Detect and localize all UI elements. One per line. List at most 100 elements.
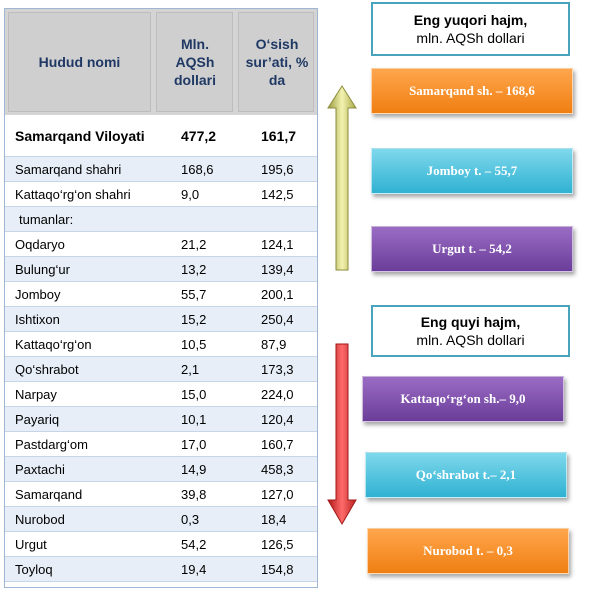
row-divider xyxy=(5,231,317,232)
region-name-cell: Jomboy xyxy=(15,287,61,302)
down-arrow xyxy=(327,343,357,525)
bottom-item-2: Qo‘shrabot t.– 2,1 xyxy=(365,452,567,498)
row-divider xyxy=(5,331,317,332)
row-divider xyxy=(5,506,317,507)
growth-cell: 124,1 xyxy=(261,237,294,252)
region-name-cell: Toyloq xyxy=(15,562,53,577)
volume-cell: 17,0 xyxy=(181,437,207,452)
region-name-cell: Pastdarg‘om xyxy=(15,437,88,452)
volume-cell: 2,1 xyxy=(181,362,200,377)
header-cell-bg xyxy=(238,12,314,112)
row-divider xyxy=(5,306,317,307)
table-row: Narpay 15,0 224,0 xyxy=(5,382,317,407)
growth-cell: 126,5 xyxy=(261,537,294,552)
region-name-cell: Kattaqo‘rg‘on shahri xyxy=(15,187,131,202)
table-row: Samarqand Viloyati 477,2 161,7 xyxy=(5,115,317,157)
growth-cell: 200,1 xyxy=(261,287,294,302)
growth-cell: 139,4 xyxy=(261,262,294,277)
growth-cell: 161,7 xyxy=(261,128,297,144)
row-divider xyxy=(5,481,317,482)
row-divider xyxy=(5,256,317,257)
bottom-subtitle: mln. AQSh dollari xyxy=(416,332,525,348)
table-row: Bulung‘ur 13,2 139,4 xyxy=(5,257,317,282)
region-name-cell: Bulung‘ur xyxy=(15,262,70,277)
region-name-cell: Payariq xyxy=(15,412,60,427)
growth-cell: 250,4 xyxy=(261,312,294,327)
row-divider xyxy=(5,581,317,582)
region-name-cell: Narpay xyxy=(15,387,57,402)
header-volume: Mln. AQSh dollari xyxy=(173,36,216,88)
volume-cell: 19,4 xyxy=(181,562,207,577)
growth-cell: 142,5 xyxy=(261,187,294,202)
volume-cell: 55,7 xyxy=(181,287,207,302)
table-row: Payariq 10,1 120,4 xyxy=(5,407,317,432)
top-title: Eng yuqori hajm, xyxy=(413,12,528,28)
volume-cell: 10,5 xyxy=(181,337,207,352)
growth-cell: 87,9 xyxy=(261,337,287,352)
growth-cell: 195,6 xyxy=(261,162,294,177)
region-name-cell: Qo‘shrabot xyxy=(15,362,79,377)
volume-cell: 21,2 xyxy=(181,237,207,252)
row-divider xyxy=(5,206,317,207)
table-row: Kattaqo‘rg‘on shahri 9,0 142,5 xyxy=(5,182,317,207)
volume-cell: 10,1 xyxy=(181,412,207,427)
volume-cell: 168,6 xyxy=(181,162,214,177)
growth-cell: 154,8 xyxy=(261,562,294,577)
bottom-volume-header: Eng quyi hajm, mln. AQSh dollari xyxy=(371,305,570,357)
table-row: Pastdarg‘om 17,0 160,7 xyxy=(5,432,317,457)
up-arrow xyxy=(327,85,357,271)
top-item-1: Samarqand sh. – 168,6 xyxy=(371,68,573,114)
row-divider xyxy=(5,381,317,382)
table-row: Urgut 54,2 126,5 xyxy=(5,532,317,557)
table-row: Nurobod 0,3 18,4 xyxy=(5,507,317,532)
table-row: Samarqand 39,8 127,0 xyxy=(5,482,317,507)
growth-cell: 127,0 xyxy=(261,487,294,502)
data-table: Hudud nomi Mln. AQSh dollari O‘sish sur’… xyxy=(4,8,318,588)
table-header: Hudud nomi Mln. AQSh dollari O‘sish sur’… xyxy=(5,9,317,115)
header-cell-bg xyxy=(8,12,151,112)
growth-cell: 18,4 xyxy=(261,512,287,527)
region-name-cell: Samarqand Viloyati xyxy=(15,128,145,144)
growth-cell: 160,7 xyxy=(261,437,294,452)
region-name-cell: Urgut xyxy=(15,537,47,552)
volume-cell: 54,2 xyxy=(181,537,207,552)
region-name-cell: tumanlar: xyxy=(19,212,74,227)
row-divider xyxy=(5,531,317,532)
top-volume-header: Eng yuqori hajm, mln. AQSh dollari xyxy=(371,2,570,56)
row-divider xyxy=(5,181,317,182)
top-subtitle: mln. AQSh dollari xyxy=(416,30,525,46)
region-name-cell: Paxtachi xyxy=(15,462,65,477)
growth-cell: 120,4 xyxy=(261,412,294,427)
volume-cell: 14,9 xyxy=(181,462,207,477)
region-name-cell: Ishtixon xyxy=(15,312,60,327)
table-row: Oqdaryo 21,2 124,1 xyxy=(5,232,317,257)
region-name-cell: Kattaqo‘rg‘on xyxy=(15,337,92,352)
volume-cell: 15,2 xyxy=(181,312,207,327)
row-divider xyxy=(5,456,317,457)
table-row: Paxtachi 14,9 458,3 xyxy=(5,457,317,482)
header-region: Hudud nomi xyxy=(38,54,121,70)
growth-cell: 224,0 xyxy=(261,387,294,402)
region-name-cell: Nurobod xyxy=(15,512,65,527)
header-cell-bg xyxy=(156,12,233,112)
volume-cell: 13,2 xyxy=(181,262,207,277)
volume-cell: 9,0 xyxy=(181,187,200,202)
volume-cell: 39,8 xyxy=(181,487,207,502)
volume-cell: 0,3 xyxy=(181,512,200,527)
row-divider xyxy=(5,356,317,357)
region-name-cell: Samarqand shahri xyxy=(15,162,122,177)
top-item-2: Jomboy t. – 55,7 xyxy=(371,148,573,194)
bottom-title: Eng quyi hajm, xyxy=(420,314,521,330)
bottom-item-1: Kattaqo‘rg‘on sh.– 9,0 xyxy=(362,376,564,422)
bottom-item-3: Nurobod t. – 0,3 xyxy=(367,528,569,574)
table-row: Kattaqo‘rg‘on 10,5 87,9 xyxy=(5,332,317,357)
row-divider xyxy=(5,431,317,432)
top-item-3: Urgut t. – 54,2 xyxy=(371,226,573,272)
region-name-cell: Samarqand xyxy=(15,487,83,502)
table-row: Qo‘shrabot 2,1 173,3 xyxy=(5,357,317,382)
table-row: Toyloq 19,4 154,8 xyxy=(5,557,317,582)
row-divider xyxy=(5,156,317,157)
region-name-cell: Oqdaryo xyxy=(15,237,65,252)
growth-cell: 173,3 xyxy=(261,362,294,377)
table-row: Samarqand shahri 168,6 195,6 xyxy=(5,157,317,182)
